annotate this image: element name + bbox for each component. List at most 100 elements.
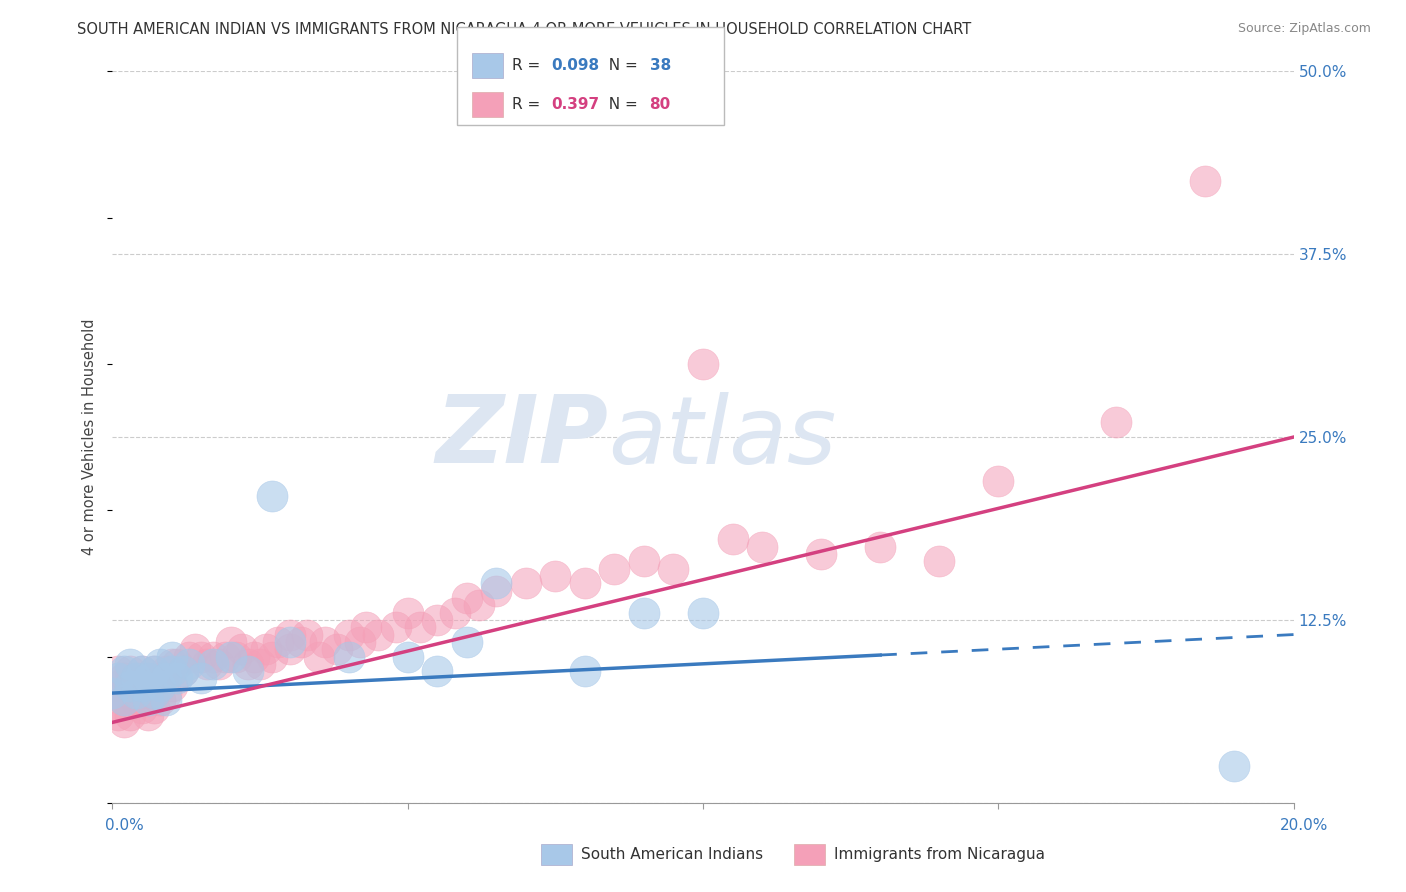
Point	[112, 664, 135, 678]
Point	[155, 686, 177, 700]
Point	[120, 657, 142, 671]
Point	[131, 679, 153, 693]
Text: Source: ZipAtlas.com: Source: ZipAtlas.com	[1237, 22, 1371, 36]
Point	[131, 664, 153, 678]
Text: 0.0%: 0.0%	[105, 818, 145, 832]
Y-axis label: 4 or more Vehicles in Household: 4 or more Vehicles in Household	[82, 318, 97, 556]
Text: N =: N =	[599, 58, 643, 72]
Point	[603, 562, 626, 576]
Text: South American Indians: South American Indians	[581, 847, 763, 862]
Point	[367, 627, 389, 641]
Point	[349, 635, 371, 649]
Point	[101, 686, 124, 700]
Point	[662, 562, 685, 576]
Text: atlas: atlas	[609, 392, 837, 483]
Point	[408, 620, 430, 634]
Text: ZIP: ZIP	[436, 391, 609, 483]
Point	[219, 635, 242, 649]
Point	[201, 657, 224, 671]
Point	[278, 635, 301, 649]
Point	[136, 672, 159, 686]
Point	[456, 591, 478, 605]
Point	[120, 708, 142, 723]
Point	[574, 664, 596, 678]
Point	[149, 679, 172, 693]
Point	[136, 708, 159, 723]
Point	[112, 672, 135, 686]
Point	[201, 649, 224, 664]
Text: 0.098: 0.098	[551, 58, 599, 72]
Point	[692, 606, 714, 620]
Point	[290, 635, 312, 649]
Point	[120, 664, 142, 678]
Point	[633, 606, 655, 620]
Point	[166, 672, 188, 686]
Point	[249, 657, 271, 671]
Point	[444, 606, 467, 620]
Point	[155, 672, 177, 686]
Text: N =: N =	[599, 97, 643, 112]
Point	[160, 657, 183, 671]
Text: R =: R =	[512, 58, 546, 72]
Point	[692, 357, 714, 371]
Point	[278, 627, 301, 641]
Point	[260, 649, 283, 664]
Point	[125, 686, 148, 700]
Point	[214, 649, 236, 664]
Point	[1105, 416, 1128, 430]
Point	[515, 576, 537, 591]
Point	[107, 679, 129, 693]
Point	[125, 672, 148, 686]
Point	[149, 657, 172, 671]
Point	[456, 635, 478, 649]
Point	[326, 642, 349, 657]
Point	[385, 620, 408, 634]
Point	[308, 649, 330, 664]
Point	[574, 576, 596, 591]
Point	[179, 649, 201, 664]
Point	[155, 693, 177, 707]
Point	[337, 627, 360, 641]
Point	[810, 547, 832, 561]
Point	[131, 679, 153, 693]
Point	[142, 700, 165, 714]
Point	[125, 693, 148, 707]
Point	[155, 664, 177, 678]
Point	[195, 657, 218, 671]
Point	[160, 664, 183, 678]
Point	[142, 686, 165, 700]
Point	[219, 649, 242, 664]
Point	[633, 554, 655, 568]
Text: R =: R =	[512, 97, 546, 112]
Point	[297, 627, 319, 641]
Point	[260, 489, 283, 503]
Point	[101, 686, 124, 700]
Point	[142, 664, 165, 678]
Point	[179, 657, 201, 671]
Point	[721, 533, 744, 547]
Point	[101, 700, 124, 714]
Point	[136, 672, 159, 686]
Point	[426, 664, 449, 678]
Point	[267, 635, 290, 649]
Point	[166, 657, 188, 671]
Text: 20.0%: 20.0%	[1281, 818, 1329, 832]
Point	[160, 649, 183, 664]
Point	[928, 554, 950, 568]
Point	[131, 700, 153, 714]
Text: 80: 80	[650, 97, 671, 112]
Point	[112, 693, 135, 707]
Point	[467, 599, 489, 613]
Point	[485, 583, 508, 598]
Point	[172, 664, 194, 678]
Point	[1194, 174, 1216, 188]
Point	[314, 635, 336, 649]
Point	[136, 693, 159, 707]
Point	[112, 715, 135, 730]
Point	[190, 672, 212, 686]
Point	[1223, 759, 1246, 773]
Point	[238, 657, 260, 671]
Text: 38: 38	[650, 58, 671, 72]
Text: Immigrants from Nicaragua: Immigrants from Nicaragua	[834, 847, 1045, 862]
Point	[107, 664, 129, 678]
